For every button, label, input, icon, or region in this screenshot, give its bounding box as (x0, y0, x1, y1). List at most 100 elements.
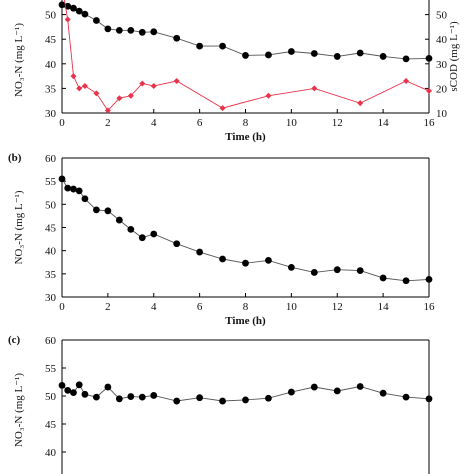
data-point-diamond (265, 92, 272, 99)
data-point-circle (265, 256, 272, 264)
data-point-circle (104, 383, 112, 391)
data-point-circle (150, 230, 158, 238)
y-tick-label: 45 (45, 223, 57, 235)
data-point-circle (402, 393, 410, 401)
data-point-circle (425, 275, 433, 283)
y-tick-label: 30 (45, 292, 57, 304)
data-point-circle (115, 26, 123, 34)
data-point-circle (310, 269, 318, 276)
data-point-diamond (70, 73, 77, 80)
data-point-circle (173, 240, 181, 248)
x-tick-label: 16 (424, 301, 436, 313)
chart-panel-3: 40 45 50 55 60 NO₃-N (mg L⁻¹) (c) (8, 334, 433, 474)
data-point-circle (265, 394, 272, 402)
y-tick-label: 50 (45, 10, 57, 22)
data-point-diamond (173, 78, 180, 85)
y-tick-label: 45 (45, 34, 57, 46)
data-point-diamond (311, 85, 318, 92)
data-point-diamond (64, 16, 71, 23)
y2-tick-label: 30 (436, 59, 448, 71)
data-point-diamond (150, 82, 157, 89)
x-tick-label: 10 (286, 301, 298, 313)
x-tick-label: 0 (59, 301, 65, 313)
data-point-circle (150, 392, 158, 399)
y2-tick-label: 40 (436, 34, 448, 46)
data-point-circle (93, 17, 100, 24)
data-point-diamond (357, 100, 364, 107)
y2-axis-label: sCOD (mg L⁻¹) (448, 21, 460, 92)
data-point-circle (75, 187, 83, 195)
x-tick-label: 8 (243, 117, 249, 129)
x-tick-label: 12 (332, 117, 343, 129)
data-point-circle (196, 248, 204, 256)
y-axis-label: NO₃-N (mg L⁻¹) (13, 190, 25, 264)
x-tick-label: 6 (197, 117, 203, 129)
y-axis-label: NO₃-N (mg L⁻¹) (13, 373, 25, 447)
y-tick-label: 45 (45, 419, 57, 431)
data-point-diamond (139, 80, 146, 87)
data-point-circle (93, 393, 100, 401)
data-point-circle (70, 185, 77, 193)
data-point-circle (115, 216, 123, 224)
y-tick-label: 50 (45, 199, 57, 211)
data-point-circle (287, 48, 295, 55)
data-point-diamond (76, 85, 83, 92)
y-tick-label: 40 (45, 246, 57, 258)
data-point-circle (150, 28, 158, 36)
data-point-circle (64, 184, 72, 192)
data-point-circle (402, 55, 410, 63)
x-tick-label: 10 (286, 117, 298, 129)
y-tick-label: 60 (45, 335, 57, 347)
y-tick-label: 40 (45, 447, 57, 459)
data-point-circle (58, 175, 66, 183)
x-tick-label: 12 (332, 301, 343, 313)
data-point-circle (138, 393, 146, 401)
data-point-circle (196, 42, 204, 50)
data-point-circle (173, 34, 181, 42)
y-tick-label: 35 (45, 83, 57, 95)
data-point-circle (173, 397, 181, 405)
data-point-circle (287, 388, 295, 396)
data-point-circle (70, 4, 77, 12)
data-point-circle (81, 10, 89, 18)
data-point-circle (75, 7, 83, 15)
data-point-circle (75, 381, 83, 389)
data-point-diamond (426, 87, 432, 94)
data-point-circle (333, 53, 341, 60)
data-point-circle (58, 1, 66, 9)
y-axis-label: NO₃-N (mg L⁻¹) (13, 23, 25, 97)
data-point-circle (379, 389, 387, 397)
data-point-circle (310, 383, 318, 391)
data-point-circle (64, 387, 72, 394)
y2-tick-label: 50 (436, 10, 448, 22)
data-point-circle (138, 234, 146, 242)
x-tick-label: 8 (243, 301, 249, 313)
data-point-circle (356, 383, 364, 390)
data-point-circle (356, 267, 364, 274)
data-point-diamond (403, 78, 410, 85)
data-point-circle (127, 393, 135, 400)
data-point-circle (265, 51, 272, 59)
y-tick-label: 50 (45, 391, 57, 403)
data-point-circle (81, 195, 89, 203)
x-tick-label: 4 (151, 117, 157, 129)
data-point-circle (104, 25, 112, 33)
chart-panel-2: 30 35 40 45 50 55 60 0 2 4 6 8 10 12 14 16 Time (h) NO₃-N… (8, 152, 435, 327)
x-tick-label: 6 (197, 301, 203, 313)
data-point-circle (242, 396, 249, 404)
data-point-circle (196, 394, 204, 402)
y-tick-label: 55 (45, 363, 57, 375)
data-point-circle (115, 395, 123, 403)
x-tick-label: 2 (105, 117, 111, 129)
data-point-diamond (116, 95, 123, 102)
data-point-circle (425, 54, 433, 62)
data-point-circle (219, 255, 226, 263)
data-point-diamond (93, 90, 100, 97)
data-point-circle (287, 263, 295, 271)
data-point-circle (219, 397, 226, 405)
y-tick-label: 30 (45, 108, 57, 120)
y2-tick-label: 10 (436, 108, 448, 120)
x-tick-label: 14 (378, 301, 390, 313)
